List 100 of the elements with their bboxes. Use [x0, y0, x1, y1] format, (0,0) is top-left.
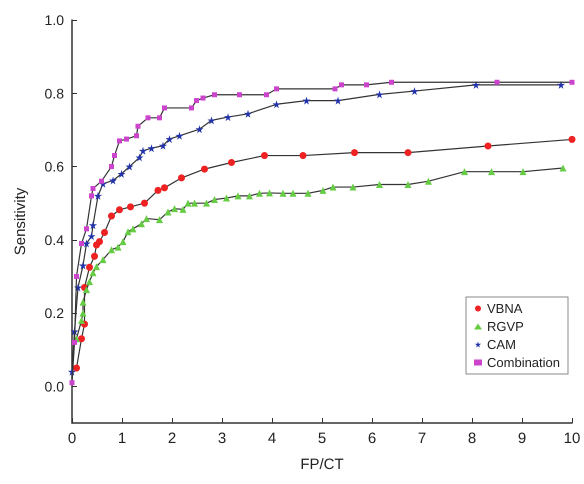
point [74, 274, 79, 279]
x-tick-label: 7 [418, 430, 426, 447]
point [410, 87, 418, 96]
point [176, 132, 184, 140]
point [148, 144, 156, 152]
point [157, 115, 162, 120]
point [425, 178, 432, 185]
point [130, 225, 136, 232]
point [272, 100, 280, 108]
point [120, 238, 126, 246]
point [201, 166, 208, 173]
point [161, 184, 168, 192]
point [89, 193, 94, 198]
legend-label: Combination [487, 355, 560, 370]
point [404, 149, 412, 156]
point [139, 146, 147, 155]
point [376, 180, 383, 188]
point [404, 180, 412, 188]
point [136, 124, 140, 129]
point [484, 142, 492, 150]
point [191, 200, 198, 207]
point [141, 200, 148, 207]
point [88, 232, 96, 240]
x-tick-label: 9 [518, 430, 526, 447]
point [124, 228, 132, 236]
legend-label: RGVP [487, 319, 524, 334]
point [80, 298, 86, 306]
point [108, 212, 115, 220]
point [70, 380, 74, 386]
point [570, 80, 574, 85]
point [194, 98, 199, 104]
point [520, 168, 526, 176]
x-tick-label: 8 [468, 430, 476, 447]
point [114, 244, 122, 251]
text: 0.0 [44, 378, 64, 394]
point [274, 86, 279, 92]
point [83, 286, 90, 294]
point [79, 261, 87, 270]
point [266, 189, 273, 196]
point [84, 226, 89, 232]
point [488, 168, 495, 176]
y-tick-label: 0.8 [44, 85, 64, 102]
x-tick-label: 0 [68, 430, 76, 447]
point [224, 113, 232, 122]
point [200, 96, 206, 101]
point [320, 186, 326, 194]
point [94, 192, 102, 200]
point [302, 96, 310, 105]
point [461, 168, 468, 176]
point [143, 215, 150, 222]
point [256, 190, 263, 197]
point [90, 269, 96, 276]
point [389, 80, 394, 85]
point [159, 142, 167, 150]
y-tick-label: 0.2 [44, 305, 64, 322]
point [203, 200, 210, 207]
point [89, 221, 97, 230]
point [164, 208, 172, 216]
point [134, 133, 139, 138]
point [162, 105, 167, 110]
point [180, 206, 186, 213]
point [234, 192, 242, 200]
point [261, 152, 268, 160]
point [80, 310, 86, 317]
point [208, 116, 216, 124]
point [90, 186, 96, 192]
x-tick-label: 5 [318, 430, 326, 447]
point [244, 110, 252, 118]
point [332, 86, 338, 92]
point [100, 256, 106, 264]
point [99, 178, 104, 184]
point [178, 174, 185, 182]
point [117, 138, 122, 144]
point [91, 252, 98, 260]
point [146, 115, 150, 120]
point [560, 164, 566, 172]
point [96, 238, 103, 246]
point [79, 240, 84, 246]
point [211, 196, 218, 204]
point [101, 228, 108, 236]
point [171, 205, 178, 212]
point [330, 184, 336, 191]
y-axis-title: Sensitivity [12, 187, 29, 256]
point [280, 190, 286, 197]
point [109, 176, 117, 184]
point [300, 152, 306, 160]
point [108, 246, 115, 254]
point [304, 190, 312, 197]
point [290, 190, 296, 197]
point [376, 90, 384, 98]
point [264, 92, 269, 98]
x-tick-label: 3 [218, 430, 226, 447]
x-tick-label: 1 [118, 430, 126, 447]
point [126, 162, 134, 171]
point [246, 192, 253, 200]
point [184, 200, 192, 207]
point [189, 105, 194, 110]
point [78, 316, 85, 324]
point [196, 125, 204, 134]
x-tick-label: 4 [268, 430, 276, 447]
